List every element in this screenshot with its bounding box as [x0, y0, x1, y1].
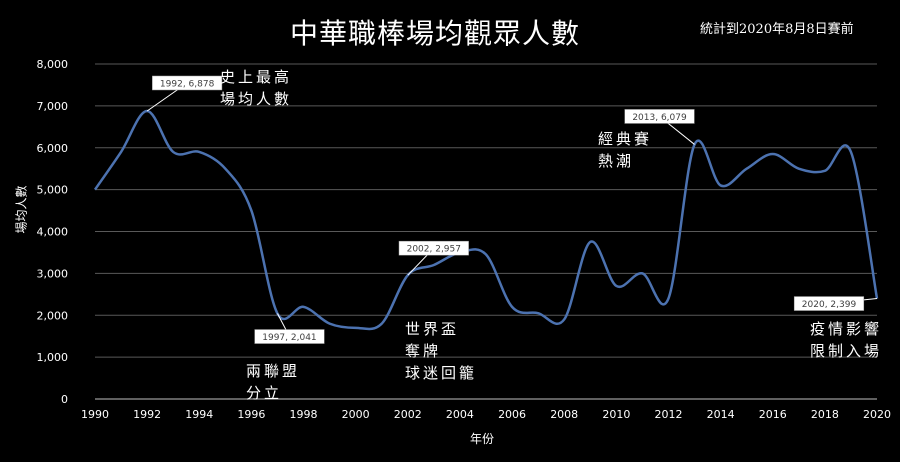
x-axis-label: 年份: [470, 432, 495, 446]
y-axis-label: 場均人數: [14, 185, 29, 234]
callout-label: 1997, 2,041: [262, 333, 316, 343]
annotation-record-high: 史上最高 場均人數: [220, 68, 293, 108]
x-tick-label: 2000: [342, 408, 370, 421]
y-tick-label: 0: [61, 393, 68, 406]
chart-title: 中華職棒場均觀眾人數: [290, 17, 581, 50]
y-tick-label: 1,000: [37, 351, 69, 364]
x-tick-label: 2018: [811, 408, 839, 421]
x-tick-label: 2004: [446, 408, 474, 421]
x-axis-ticks: 1990 1992 1994 1996 1998 2000 2002 2004 2006 2008…: [81, 408, 891, 421]
gridlines: [95, 63, 877, 400]
annotation-classic: 經典賽 熱潮: [598, 130, 653, 170]
x-tick-label: 1992: [133, 408, 161, 421]
y-tick-label: 7,000: [37, 100, 69, 113]
callout-box: [793, 296, 865, 311]
callout-box: [624, 109, 695, 124]
series-line-path: [93, 109, 879, 331]
y-tick-label: 2,000: [37, 309, 69, 322]
y-tick-label: 4,000: [37, 226, 69, 239]
y-tick-label: 3,000: [37, 267, 69, 280]
callout-label: 1992, 6,878: [160, 79, 215, 89]
x-tick-label: 1996: [237, 408, 265, 421]
callout-box: [254, 329, 325, 344]
x-tick-label: 2012: [654, 408, 682, 421]
data-label-callouts: 1992, 6,878 1997, 2,041 2002, 2,957 2013, 6…: [146, 75, 878, 344]
callout-box: [152, 75, 223, 91]
y-tick-label: 5,000: [37, 184, 69, 197]
x-tick-label: 2002: [394, 408, 422, 421]
x-tick-label: 2006: [498, 408, 526, 421]
x-tick-label: 1994: [185, 408, 213, 421]
x-tick-label: 2010: [602, 408, 630, 421]
x-tick-label: 1990: [81, 408, 109, 421]
x-tick-label: 2016: [759, 408, 787, 421]
y-tick-label: 6,000: [37, 142, 69, 155]
callout-label: 2002, 2,957: [407, 245, 461, 255]
chart-note: 統計到2020年8月8日賽前: [700, 22, 854, 37]
series-line: [93, 109, 879, 331]
annotation-world-cup: 世界盃 奪牌 球迷回籠: [405, 320, 478, 382]
x-tick-label: 1998: [290, 408, 318, 421]
callout-label: 2020, 2,399: [802, 300, 857, 310]
x-tick-label: 2020: [863, 408, 891, 421]
y-axis-ticks: 0 1,000 2,000 3,000 4,000 5,000 6,000 7,000 8,00…: [37, 58, 69, 406]
x-tick-label: 2008: [550, 408, 578, 421]
annotation-pandemic: 疫情影響 限制入場: [810, 320, 883, 360]
y-tick-label: 8,000: [37, 58, 69, 71]
callout-label: 2013, 6,079: [632, 113, 687, 123]
callout-box: [398, 240, 469, 256]
annotation-league-split: 兩聯盟 分立: [246, 362, 301, 402]
x-tick-label: 2014: [707, 408, 735, 421]
